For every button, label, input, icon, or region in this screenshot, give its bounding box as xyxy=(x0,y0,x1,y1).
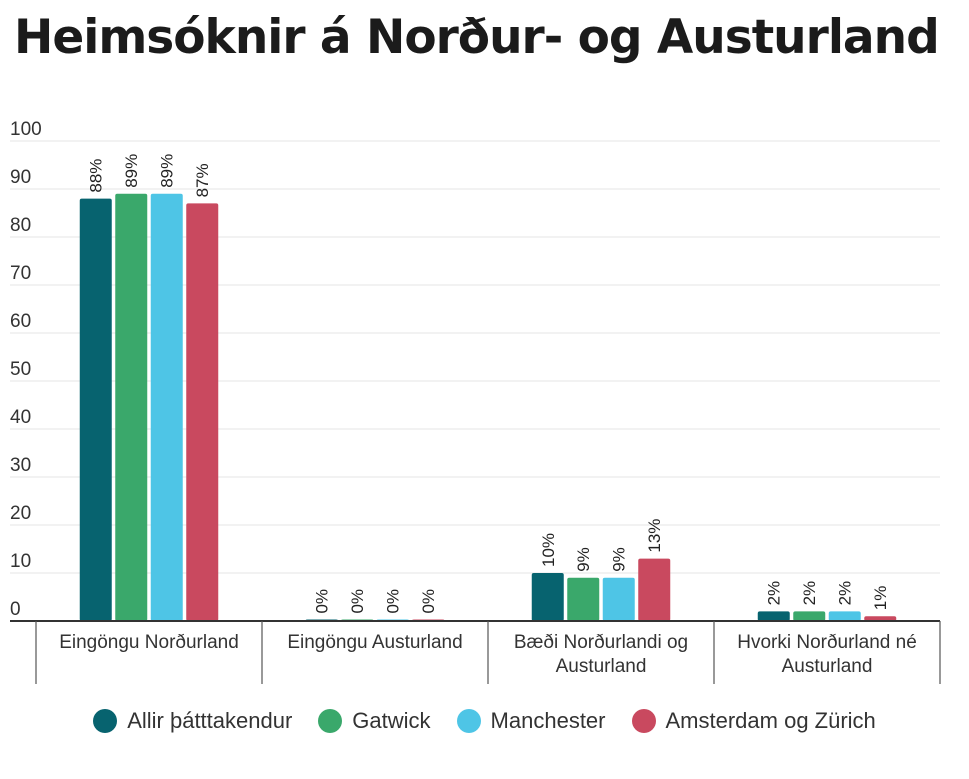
legend-swatch xyxy=(93,709,118,733)
y-tick-label: 10 xyxy=(10,551,31,572)
legend-swatch xyxy=(456,709,481,733)
legend-item: Manchester xyxy=(456,708,606,734)
y-tick-label: 90 xyxy=(10,167,31,188)
bar-data-label: 9% xyxy=(574,547,593,572)
y-tick-label: 70 xyxy=(10,263,31,284)
y-tick-label: 30 xyxy=(10,455,31,476)
bar-chart: 88% 89% 89% 87% 0% 0% 0% 0% 10% 9% 9% 13% 2% 2% 2% 1% 0… xyxy=(10,119,941,684)
bar-data-label: 0% xyxy=(419,589,438,614)
legend-label: Allir þátttakendur xyxy=(127,708,293,733)
bar-data-label: 89% xyxy=(122,154,141,188)
bar-data-label: 87% xyxy=(193,163,212,197)
y-tick-label: 40 xyxy=(10,407,31,428)
category-label: Hvorki Norðurland né Austurland xyxy=(737,632,917,677)
legend-label: Manchester xyxy=(490,708,606,733)
bar xyxy=(828,611,861,621)
y-tick-label: 50 xyxy=(10,359,31,380)
y-tick-label: 100 xyxy=(10,119,42,140)
bar-data-label: 0% xyxy=(384,589,403,614)
grid-layer xyxy=(10,140,940,574)
y-tick-label: 20 xyxy=(10,503,31,524)
bar xyxy=(638,558,671,621)
chart-legend: Allir þátttakendur Gatwick Manchester Amste… xyxy=(0,708,969,734)
legend-item: Allir þátttakendur xyxy=(93,708,292,734)
bar-data-label: 0% xyxy=(313,589,332,614)
legend-label: Gatwick xyxy=(352,708,431,733)
bar-data-label: 0% xyxy=(348,589,367,614)
legend-swatch xyxy=(318,709,343,733)
bar xyxy=(757,611,790,621)
bar-data-label: 1% xyxy=(871,586,890,611)
bar xyxy=(602,577,635,621)
bar-data-label: 13% xyxy=(645,519,664,553)
bar xyxy=(864,616,897,621)
bar xyxy=(186,203,219,621)
bar-data-label: 2% xyxy=(765,581,784,606)
bar-data-label: 10% xyxy=(539,533,558,567)
bar-data-label: 89% xyxy=(158,154,177,188)
bar-data-label: 9% xyxy=(610,547,629,572)
labels-layer: 88% 89% 89% 87% 0% 0% 0% 0% 10% 9% 9% 13% 2% 2% 2% 1% xyxy=(87,154,891,614)
category-label: Eingöngu Austurland xyxy=(287,632,462,653)
legend-item: Gatwick xyxy=(318,708,431,734)
legend-label: Amsterdam og Zürich xyxy=(665,708,876,733)
bar xyxy=(79,198,112,621)
bars-layer xyxy=(79,193,897,622)
bar xyxy=(531,573,564,621)
chart-title: Heimsóknir á Norður- og Austurland xyxy=(14,10,940,65)
bar-data-label: 2% xyxy=(800,581,819,606)
bar xyxy=(567,577,600,621)
bar xyxy=(150,193,183,622)
y-tick-label: 0 xyxy=(10,599,21,620)
bar xyxy=(115,193,148,622)
category-label: Bæði Norðurlandi og Austurland xyxy=(514,632,688,677)
axis-layer: 0 10 20 30 40 50 60 70 80 90 100 Eingöngu Norðurlan… xyxy=(10,119,941,684)
bar-data-label: 2% xyxy=(836,581,855,606)
legend-item: Amsterdam og Zürich xyxy=(631,708,876,734)
y-tick-label: 60 xyxy=(10,311,31,332)
y-tick-label: 80 xyxy=(10,215,31,236)
bar-data-label: 88% xyxy=(87,159,106,193)
bar xyxy=(793,611,826,621)
category-label: Eingöngu Norðurland xyxy=(59,632,239,653)
legend-swatch xyxy=(631,709,656,733)
